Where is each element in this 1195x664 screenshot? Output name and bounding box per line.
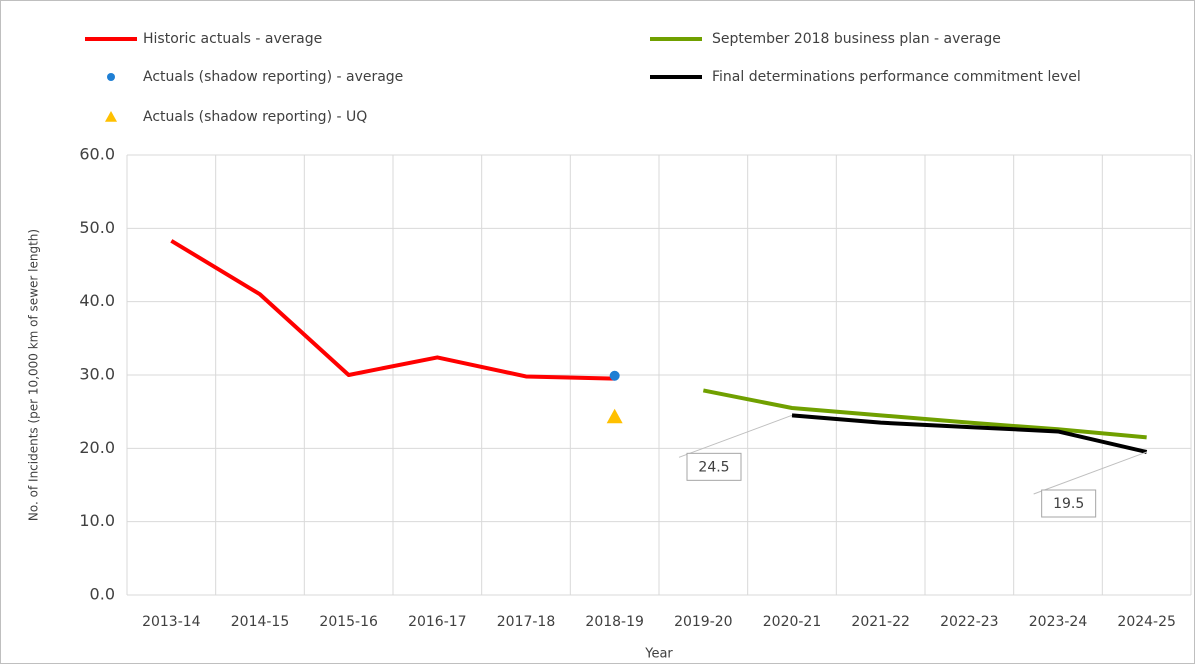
point (609, 370, 620, 381)
point (606, 408, 623, 424)
x-tick-label: 2022-23 (940, 614, 999, 630)
label-leader (678, 414, 793, 458)
x-tick-label: 2023-24 (1029, 614, 1088, 630)
legend-label: Actuals (shadow reporting) - UQ (143, 109, 367, 125)
y-tick-label: 60.0 (79, 145, 115, 164)
legend-label: Historic actuals - average (143, 31, 322, 47)
legend-label: September 2018 business plan - average (712, 31, 1001, 47)
legend-swatch (107, 73, 115, 81)
x-tick-label: 2015-16 (319, 614, 378, 630)
label-leader (1033, 451, 1147, 495)
x-tick-label: 2019-20 (674, 614, 733, 630)
legend-label: Actuals (shadow reporting) - average (143, 69, 403, 85)
x-tick-label: 2017-18 (497, 614, 556, 630)
y-axis-title: No. of Incidents (per 10,000 km of sewer… (27, 229, 41, 521)
data-label: 24.5 (698, 459, 729, 475)
series-line (170, 239, 615, 381)
x-tick-label: 2024-25 (1117, 614, 1176, 630)
y-tick-label: 0.0 (90, 585, 115, 604)
y-tick-label: 30.0 (79, 365, 115, 384)
series-line (702, 388, 1147, 440)
data-label: 19.5 (1053, 496, 1084, 512)
x-tick-label: 2021-22 (851, 614, 910, 630)
legend-label: Final determinations performance commitm… (712, 69, 1081, 85)
x-tick-label: 2014-15 (231, 614, 290, 630)
x-axis-title: Year (644, 647, 673, 662)
x-tick-label: 2018-19 (585, 614, 644, 630)
legend-swatch (105, 111, 117, 122)
y-tick-label: 50.0 (79, 218, 115, 237)
y-tick-label: 20.0 (79, 438, 115, 457)
label-box (686, 452, 742, 481)
label-box (1041, 489, 1097, 518)
x-tick-label: 2020-21 (763, 614, 822, 630)
series-line (791, 413, 1148, 454)
x-tick-label: 2013-14 (142, 614, 201, 630)
y-tick-label: 40.0 (79, 291, 115, 310)
x-tick-label: 2016-17 (408, 614, 467, 630)
y-tick-label: 10.0 (79, 511, 115, 530)
